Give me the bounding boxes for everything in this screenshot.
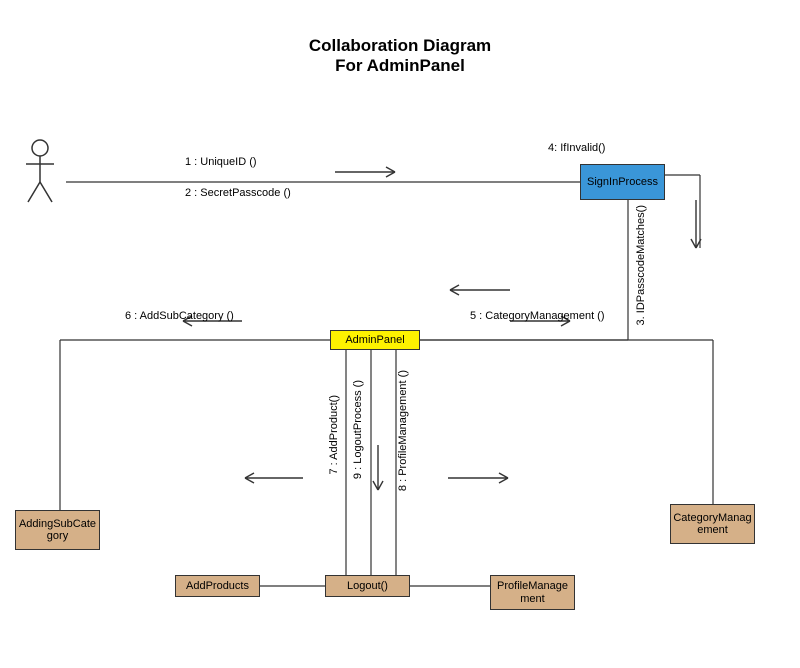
node-adding-subcategory: AddingSubCategory [15,510,100,550]
node-profile-management: ProfileManagement [490,575,575,610]
message-2-label: 2 : SecretPasscode () [185,187,291,199]
message-5-label: 5 : CategoryManagement () [470,310,605,322]
message-1-label: 1 : UniqueID () [185,156,257,168]
node-logout: Logout() [325,575,410,597]
message-9-label: 9 : LogoutProcess () [352,380,364,479]
node-admin-panel: AdminPanel [330,330,420,350]
message-6-label: 6 : AddSubCategory () [125,310,234,322]
message-3-label: 3. IDPasscodeMatches() [635,205,647,325]
message-7-label: 7 : AddProduct() [328,395,340,475]
node-signin-process: SignInProcess [580,164,665,200]
node-category-management: CategoryManagement [670,504,755,544]
message-8-label: 8 : ProfileManagement () [397,370,409,491]
node-add-products: AddProducts [175,575,260,597]
message-4-label: 4: IfInvalid() [548,142,605,154]
